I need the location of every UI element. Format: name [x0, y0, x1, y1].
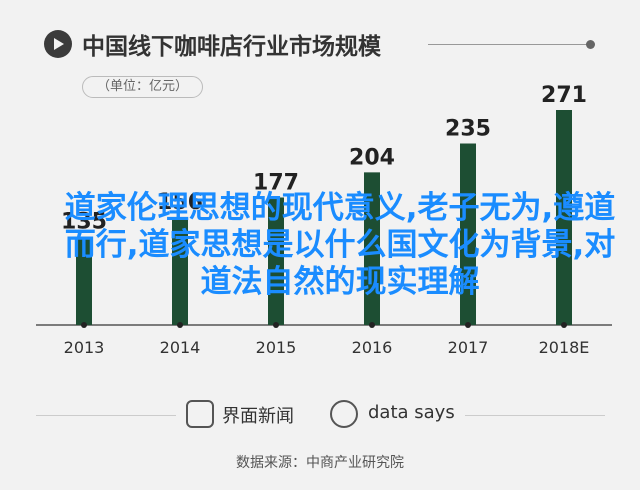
data-label-2014: 156	[157, 190, 203, 215]
data-label-2013: 135	[61, 210, 107, 235]
data-source: 数据来源：中商产业研究院	[236, 455, 404, 471]
unit-label: （单位：亿元）	[82, 76, 204, 98]
tick-dot-2018E	[561, 322, 567, 328]
jiemian-logo-icon	[186, 400, 214, 428]
title-dot	[586, 40, 595, 49]
bar-2014	[172, 217, 188, 325]
x-tick-2015: 2015	[256, 338, 297, 357]
tick-dot-2016	[369, 322, 375, 328]
brand-datasays: data says	[368, 402, 455, 423]
x-tick-2014: 2014	[160, 338, 201, 357]
x-tick-2017: 2017	[448, 338, 489, 357]
x-tick-2013: 2013	[64, 338, 105, 357]
chart-header: 中国线下咖啡店行业市场规模 （单位：亿元）	[0, 0, 640, 98]
data-label-2017: 235	[445, 117, 491, 142]
bar-2013	[76, 236, 92, 325]
footer-rule-right	[465, 415, 605, 416]
footer: 界面新闻 data says 数据来源：中商产业研究院	[0, 380, 640, 490]
title-rule	[428, 44, 588, 45]
data-says-logo-icon	[330, 400, 358, 428]
bar-2015	[268, 197, 284, 325]
tick-dot-2013	[81, 322, 87, 328]
bar-2016	[364, 172, 380, 325]
data-label-2015: 177	[253, 170, 299, 195]
data-label-2018E: 271	[541, 83, 587, 108]
brand-jiemian: 界面新闻	[222, 406, 294, 427]
footer-rule-left	[36, 415, 176, 416]
data-label-2016: 204	[349, 145, 395, 170]
x-tick-2016: 2016	[352, 338, 393, 357]
play-icon	[44, 30, 72, 58]
chart-title: 中国线下咖啡店行业市场规模	[82, 34, 381, 60]
tick-dot-2017	[465, 322, 471, 328]
bar-2018E	[556, 110, 572, 325]
tick-dot-2015	[273, 322, 279, 328]
x-tick-2018E: 2018E	[539, 338, 590, 357]
bar-2017	[460, 143, 476, 325]
overlay-text: 道家伦理思想的现代意义,老子无为,遵道而行,道家思想是以什么国文化为背景,对道法…	[64, 190, 616, 300]
tick-dot-2014	[177, 322, 183, 328]
